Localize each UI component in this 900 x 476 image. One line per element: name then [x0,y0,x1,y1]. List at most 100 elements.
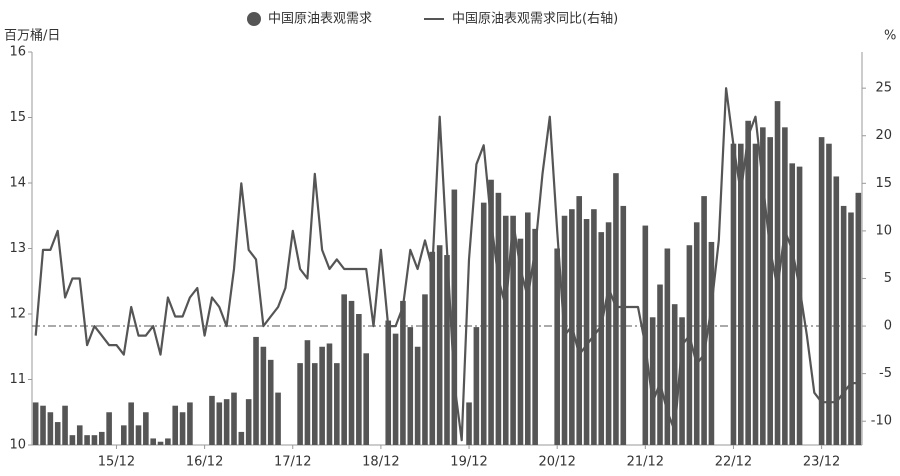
x-tick-label: 21/12 [627,455,664,470]
bar [598,232,605,445]
legend-label: 中国原油表观需求同比(右轴) [452,12,618,27]
bar [62,405,68,445]
bar [693,222,700,445]
y-tick-label: 16 [9,45,26,60]
bar [84,435,90,445]
bar [54,422,61,445]
bar [738,143,744,445]
bar [495,192,502,445]
bar [47,412,54,445]
bar [267,359,274,445]
bar [150,438,156,445]
bar [422,294,428,445]
bar [216,402,223,445]
y-tick-label: 12 [9,307,26,322]
bar [510,215,516,445]
bar [187,402,193,445]
bar [400,300,406,445]
bar [767,137,773,445]
bar [326,343,333,445]
bar [848,212,854,445]
bar [583,219,590,445]
bar [414,346,421,445]
bar [466,402,472,445]
bar [40,405,46,445]
bar [121,425,127,445]
x-tick-label: 17/12 [274,455,311,470]
bar [818,137,825,445]
bar [752,143,759,445]
x-tick-label: 20/12 [538,455,575,470]
bar [517,238,524,445]
bar [855,192,862,445]
bar [774,101,781,445]
bar [789,163,796,445]
bar [664,248,671,445]
bar [657,284,663,445]
bar [304,340,311,445]
bar [356,314,362,445]
legend-label: 中国原油表观需求 [268,12,372,27]
bar [826,143,832,445]
x-tick-label: 22/12 [715,455,752,470]
y2-tick-label: 10 [875,223,892,238]
bar [231,392,237,445]
bar [348,300,355,445]
bar [429,251,436,445]
bar [532,228,538,445]
bar [782,127,788,445]
bar [91,435,98,445]
bar [143,412,149,445]
bar [106,412,112,445]
line [34,87,859,442]
bar [576,196,583,445]
bar [223,399,230,445]
bar [407,327,414,445]
bar [319,346,325,445]
bar [436,245,443,445]
bar [686,245,693,445]
y-tick-label: 13 [9,241,26,256]
y2-tick-label: 15 [875,176,892,191]
bar [98,431,105,445]
bar [238,431,245,445]
x-tick-label: 19/12 [450,455,487,470]
y2-tick-label: 0 [884,319,892,334]
bar [554,248,560,445]
bar [363,353,370,445]
bar [730,143,737,445]
bar [642,225,649,445]
bar [311,363,318,445]
bar [591,209,597,445]
x-tick-label: 18/12 [362,455,399,470]
bar [796,166,803,445]
y-tick-label: 11 [9,372,26,387]
bar [833,176,840,445]
bar [671,304,678,445]
bar [179,412,186,445]
bar [613,173,619,446]
bar [385,320,392,445]
y2-tick-label: 5 [884,271,892,286]
bar [708,241,715,445]
legend-swatch [247,12,261,26]
y2-tick-label: -10 [871,414,892,429]
bar [209,395,215,445]
bar [502,215,509,445]
bar [165,438,171,445]
bar [679,317,685,445]
bar [480,202,487,445]
bar [135,425,142,445]
bar [76,425,83,445]
x-tick-label: 15/12 [98,455,135,470]
bar [172,405,179,445]
bar [341,294,347,445]
bar [297,363,303,445]
bar [157,441,164,445]
bar [760,127,766,445]
x-tick-label: 16/12 [186,455,223,470]
y-tick-label: 10 [9,438,26,453]
bar [649,317,656,445]
bar [260,346,267,445]
bar [620,205,627,445]
